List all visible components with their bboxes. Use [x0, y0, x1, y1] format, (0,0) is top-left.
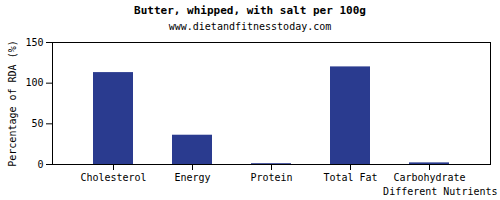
svg-text:Carbohydrate: Carbohydrate	[393, 172, 465, 183]
svg-text:Total Fat: Total Fat	[323, 172, 377, 183]
svg-text:0: 0	[37, 159, 43, 170]
svg-text:Energy: Energy	[174, 172, 210, 183]
svg-text:Protein: Protein	[250, 172, 292, 183]
html-text:www.dietandfitnesstoday.com: www.dietandfitnesstoday.com	[168, 21, 332, 32]
svg-text:Percentage of RDA (%): Percentage of RDA (%)	[7, 40, 18, 166]
svg-text:Different Nutrients: Different Nutrients	[383, 186, 497, 197]
svg-text:150: 150	[25, 37, 43, 48]
html-text:Butter, whipped, with salt per: Butter, whipped, with salt per 100g	[134, 4, 366, 17]
svg-text:50: 50	[31, 118, 43, 129]
svg-text:Cholesterol: Cholesterol	[80, 172, 146, 183]
svg-text:100: 100	[25, 77, 43, 88]
